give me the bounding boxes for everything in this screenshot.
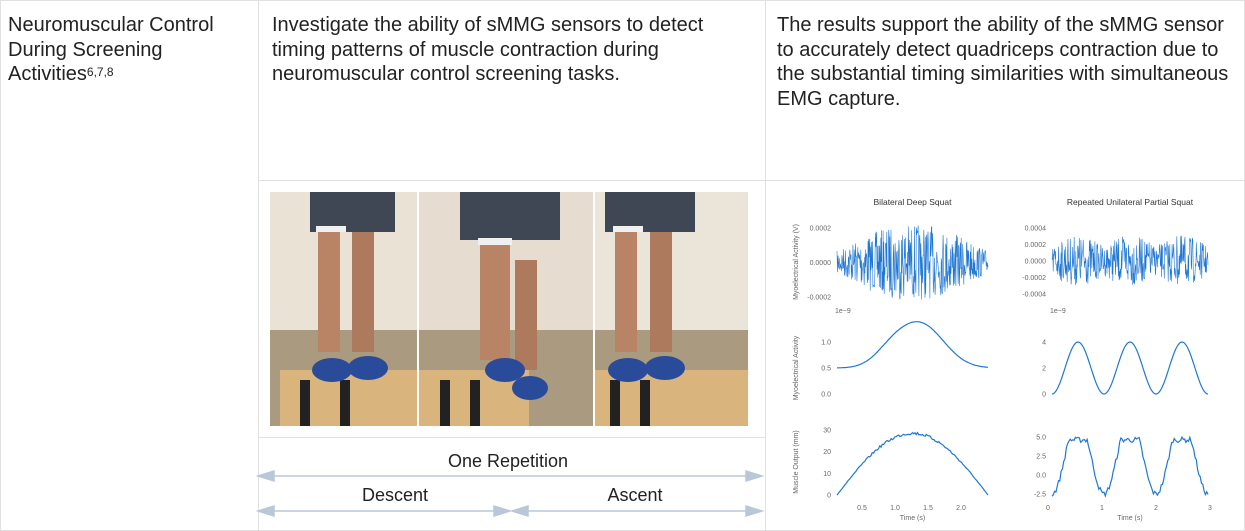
plot-title: Bilateral Deep Squat xyxy=(874,197,953,207)
y-tick-label: 0.0 xyxy=(821,392,831,399)
result: The results support the ability of the s… xyxy=(777,13,1237,111)
y-tick-label: 20 xyxy=(823,449,831,456)
y-tick-label: 0.0002 xyxy=(1025,242,1047,249)
trace xyxy=(1052,342,1208,394)
y-tick-label: 0.0002 xyxy=(810,226,832,233)
topic-cell: Neuromuscular Control During Screening A… xyxy=(8,13,248,87)
x-tick-label: 2.0 xyxy=(956,505,966,512)
trace xyxy=(837,322,988,368)
y-axis-label: Myoelectrical Activity (V) xyxy=(793,224,800,300)
y-tick-label: -0.0004 xyxy=(1022,292,1046,299)
page: {"row": { "topic": {"text": "Neuromuscul… xyxy=(0,0,1245,531)
axis-offset: 1e−9 xyxy=(835,308,851,315)
y-tick-label: 30 xyxy=(823,428,831,435)
plots: Bilateral Deep Squat Myoelectrical Activi… xyxy=(793,197,1212,522)
y-tick-label: -0.0002 xyxy=(1022,275,1046,282)
photo xyxy=(270,192,748,426)
axis-offset: 1e−9 xyxy=(1050,308,1066,315)
x-tick-label: 3 xyxy=(1208,505,1212,512)
plot-title: Repeated Unilateral Partial Squat xyxy=(1067,197,1194,207)
y-tick-label: 0 xyxy=(1042,392,1046,399)
y-tick-label: 0.0004 xyxy=(1025,226,1047,233)
y-tick-label: 4 xyxy=(1042,340,1046,347)
y-axis-label: Muscle Output (mm) xyxy=(793,430,800,493)
x-tick-label: 0.5 xyxy=(857,505,867,512)
trace xyxy=(837,433,988,495)
x-axis-label: Time (s) xyxy=(900,515,925,522)
x-tick-label: 1 xyxy=(1100,505,1104,512)
x-tick-label: 2 xyxy=(1154,505,1158,512)
y-tick-label: 0 xyxy=(827,493,831,500)
y-tick-label: 10 xyxy=(823,471,831,478)
y-tick-label: 0.0 xyxy=(1036,473,1046,480)
y-tick-label: 0.0000 xyxy=(810,260,832,267)
y-axis-label: Myoelectrical Activity xyxy=(793,335,800,400)
objective: Investigate the ability of sMMG sensors … xyxy=(272,13,752,87)
x-tick-label: 0 xyxy=(1046,505,1050,512)
y-tick-label: 2.5 xyxy=(1036,454,1046,461)
y-tick-label: 0.5 xyxy=(821,366,831,373)
x-tick-label: 1.5 xyxy=(923,505,933,512)
y-tick-label: 0.0000 xyxy=(1025,259,1047,266)
y-tick-label: 5.0 xyxy=(1036,435,1046,442)
trace xyxy=(837,226,988,300)
references: 6,7,8 xyxy=(87,65,114,79)
y-tick-label: 2 xyxy=(1042,366,1046,373)
x-axis-label: Time (s) xyxy=(1117,515,1142,522)
y-tick-label: 1.0 xyxy=(821,340,831,347)
y-tick-label: -0.0002 xyxy=(807,295,831,302)
y-tick-label: -2.5 xyxy=(1034,492,1046,499)
phase-label: Descent xyxy=(362,485,428,505)
phase-label: Ascent xyxy=(607,485,662,505)
trace xyxy=(1052,437,1208,496)
x-tick-label: 1.0 xyxy=(890,505,900,512)
figure-caption: One Repetition xyxy=(448,451,568,471)
arrows xyxy=(258,471,762,516)
trace xyxy=(1052,236,1208,285)
